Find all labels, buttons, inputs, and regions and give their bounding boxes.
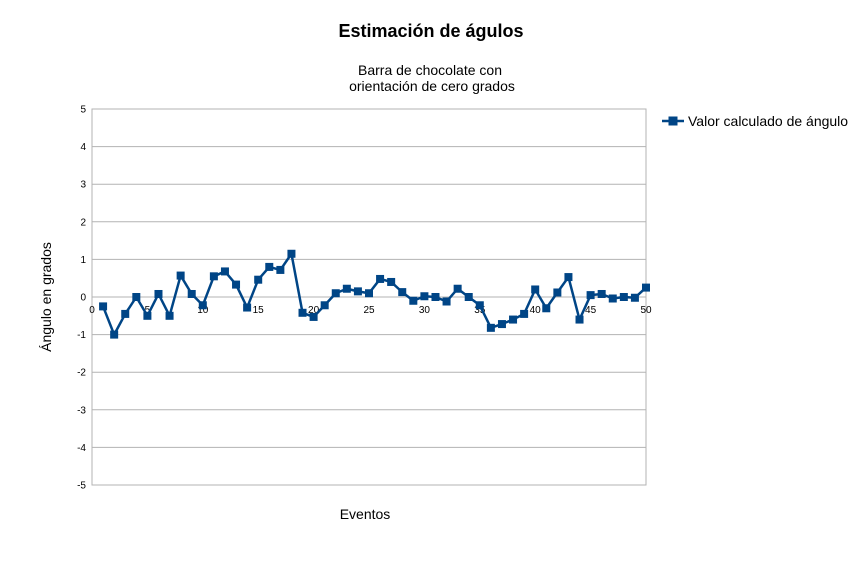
data-point <box>353 287 362 296</box>
data-point <box>564 273 573 282</box>
data-point <box>531 285 540 294</box>
data-point <box>586 291 595 300</box>
data-point <box>287 249 296 258</box>
data-point <box>220 267 229 276</box>
data-point <box>409 296 418 305</box>
data-point <box>309 312 318 321</box>
y-tick-label: -5 <box>77 481 86 492</box>
data-point <box>342 284 351 293</box>
data-point <box>619 293 628 301</box>
x-axis-title: Eventos <box>340 506 391 522</box>
x-tick-label: 5 <box>145 305 151 316</box>
chart-title: Estimación de águlos <box>338 21 523 41</box>
y-tick-label: -1 <box>77 330 86 341</box>
data-point <box>132 293 141 301</box>
data-point <box>387 277 396 286</box>
data-point <box>187 289 196 298</box>
x-tick-label: 10 <box>197 305 209 316</box>
data-point <box>542 304 551 313</box>
data-point <box>398 288 407 297</box>
y-tick-label: 2 <box>80 217 86 228</box>
x-tick-label: 45 <box>585 305 597 316</box>
y-tick-label: -3 <box>77 405 86 416</box>
data-point <box>276 265 285 274</box>
y-tick-label: -4 <box>77 443 86 454</box>
y-tick-label: 5 <box>80 105 86 116</box>
data-point <box>608 294 617 303</box>
chart-subtitle-line-2: orientación de cero grados <box>349 78 515 94</box>
data-point <box>265 262 274 271</box>
data-point <box>575 315 584 324</box>
data-point <box>520 309 529 318</box>
data-point <box>298 308 307 317</box>
data-point <box>176 271 185 280</box>
legend: Valor calculado de ángulo <box>662 113 848 129</box>
x-tick-label: 20 <box>308 305 320 316</box>
data-point <box>198 301 207 310</box>
data-point <box>475 301 484 310</box>
legend-marker-swatch <box>668 116 678 126</box>
x-tick-label: 0 <box>89 305 95 316</box>
plot-area-frame <box>91 108 647 486</box>
x-tick-label: 25 <box>363 305 375 316</box>
data-point <box>509 315 518 324</box>
x-tick-label: 40 <box>530 305 542 316</box>
data-point <box>99 302 108 311</box>
data-point <box>331 289 340 298</box>
y-tick-label: 1 <box>80 255 86 266</box>
data-point <box>365 289 373 298</box>
data-point <box>420 292 429 301</box>
data-point <box>165 311 174 320</box>
data-point <box>442 297 451 306</box>
y-tick-label: -2 <box>77 368 86 379</box>
data-point <box>254 275 263 284</box>
data-point <box>630 293 639 302</box>
chart-subtitle-line-1: Barra de chocolate con <box>358 62 502 78</box>
data-point <box>143 311 152 320</box>
legend-label: Valor calculado de ángulo <box>688 113 848 129</box>
data-point <box>464 293 473 301</box>
data-point <box>320 301 329 310</box>
series-line <box>101 252 647 336</box>
data-point <box>597 289 606 298</box>
data-point <box>497 320 506 329</box>
data-point <box>431 293 440 301</box>
data-point <box>553 288 562 297</box>
x-tick-label: 15 <box>253 305 265 316</box>
y-axis-tick-labels: 5 4 3 2 1 0 -1 -2 -3 -4 -5 <box>77 105 86 492</box>
y-tick-label: 4 <box>80 142 86 153</box>
data-point <box>453 284 462 293</box>
data-series <box>99 249 650 339</box>
x-tick-label: 30 <box>419 305 431 316</box>
y-axis-title: Ángulo en grados <box>38 242 54 352</box>
data-point <box>121 309 130 318</box>
data-point <box>243 303 252 312</box>
y-tick-label: 3 <box>80 180 86 191</box>
data-point <box>486 323 495 332</box>
data-point <box>209 272 218 281</box>
data-point <box>232 280 241 289</box>
x-tick-label: 50 <box>640 305 652 316</box>
x-axis-tick-labels: 0 5 10 15 20 25 30 35 40 45 50 <box>89 305 652 316</box>
data-point <box>376 274 385 283</box>
data-point <box>154 289 163 298</box>
y-tick-label: 0 <box>80 293 86 304</box>
data-point <box>642 283 650 292</box>
data-point <box>110 330 119 339</box>
x-tick-label: 35 <box>474 305 486 316</box>
